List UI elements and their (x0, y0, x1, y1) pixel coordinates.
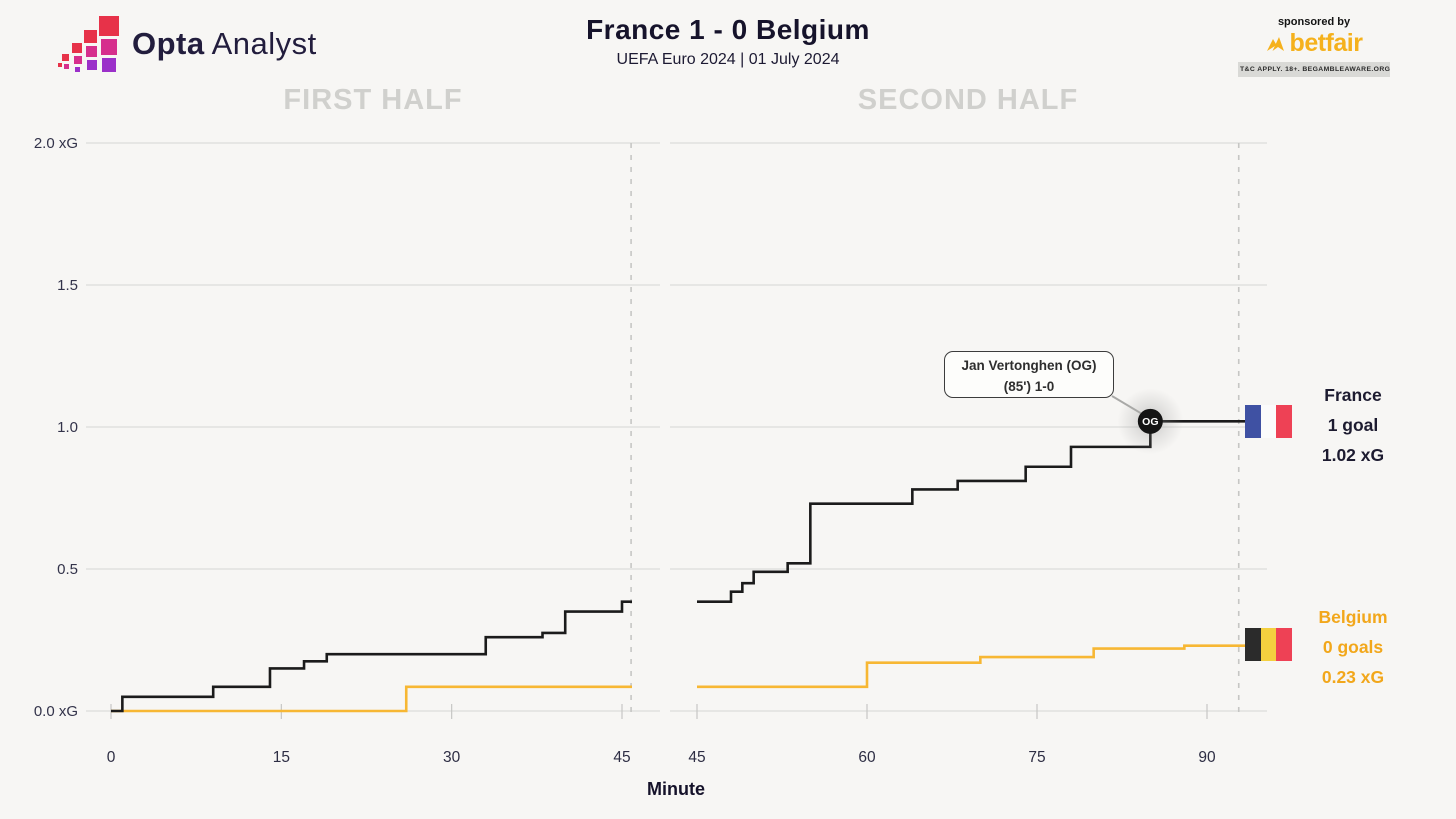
y-tick-label: 1.0 (57, 419, 78, 436)
opta-logo-icon (58, 16, 119, 72)
x-tick-label: 45 (688, 749, 705, 766)
y-tick-label: 2.0 xG (34, 135, 78, 152)
sponsor-tagline: sponsored by (1277, 16, 1351, 28)
y-tick-label: 0.0 xG (34, 703, 78, 720)
brand-bold: Opta (132, 26, 205, 61)
x-axis-title: Minute (647, 779, 705, 799)
match-title: France 1 - 0 Belgium (586, 14, 870, 45)
opta-analyst-logo: Opta Analyst (58, 16, 317, 72)
france-side-label: France 1 goal 1.02 xG (1298, 380, 1408, 470)
goal-annotation-player: Jan Vertonghen (OG) (961, 358, 1097, 373)
opta-analyst-wordmark: Opta Analyst (132, 26, 317, 62)
france-flag (1245, 405, 1292, 438)
france-goals: 1 goal (1327, 415, 1379, 435)
france-name: France (1324, 385, 1382, 405)
france-xg-line-second-half (697, 420, 1245, 603)
betfair-logo: betfair (1238, 29, 1390, 58)
belgium-xg-line-second-half (697, 644, 1245, 689)
x-tick-label: 60 (858, 749, 876, 766)
goal-annotation-score: (85') 1-0 (1003, 379, 1055, 394)
x-tick-label: 75 (1028, 749, 1045, 766)
gridlines: 2.0 xG 1.5 1.0 0.5 0.0 xG (34, 135, 1267, 720)
brand-light: Analyst (211, 26, 317, 61)
first-half-header: FIRST HALF (283, 84, 463, 116)
betfair-arrow-icon (1266, 37, 1284, 51)
annotation-connector (1111, 395, 1145, 417)
x-tick-label: 45 (613, 749, 630, 766)
belgium-side-label: Belgium 0 goals 0.23 xG (1298, 602, 1408, 692)
og-marker-label: OG (1142, 416, 1158, 428)
sponsor-terms: T&C APPLY. 18+. BEGAMBLEAWARE.ORG (1238, 62, 1390, 77)
y-tick-label: 1.5 (57, 277, 78, 294)
y-tick-label: 0.5 (57, 561, 78, 578)
belgium-name: Belgium (1318, 607, 1388, 627)
x-tick-label: 90 (1198, 749, 1216, 766)
x-tick-label: 30 (443, 749, 461, 766)
france-xg-line-first-half (111, 600, 632, 713)
belgium-xg: 0.23 xG (1321, 667, 1385, 687)
france-xg: 1.02 xG (1321, 445, 1385, 465)
logo-squares (58, 16, 119, 72)
belgium-goals: 0 goals (1322, 637, 1384, 657)
sponsor-name: betfair (1289, 29, 1363, 57)
belgium-xg-line-first-half (111, 685, 632, 713)
x-tick-label: 15 (273, 749, 290, 766)
match-subtitle: UEFA Euro 2024 | 01 July 2024 (616, 51, 840, 68)
second-half-header: SECOND HALF (857, 84, 1079, 116)
belgium-flag (1245, 628, 1292, 661)
sponsor-block: sponsored by betfair T&C APPLY. 18+. BEG… (1238, 16, 1390, 77)
title-block: France 1 - 0 Belgium UEFA Euro 2024 | 01… (0, 14, 1456, 69)
og-goal-marker (1137, 408, 1163, 434)
goal-annotation: Jan Vertonghen (OG) (85') 1-0 (944, 351, 1114, 398)
x-tick-label: 0 (107, 749, 116, 766)
